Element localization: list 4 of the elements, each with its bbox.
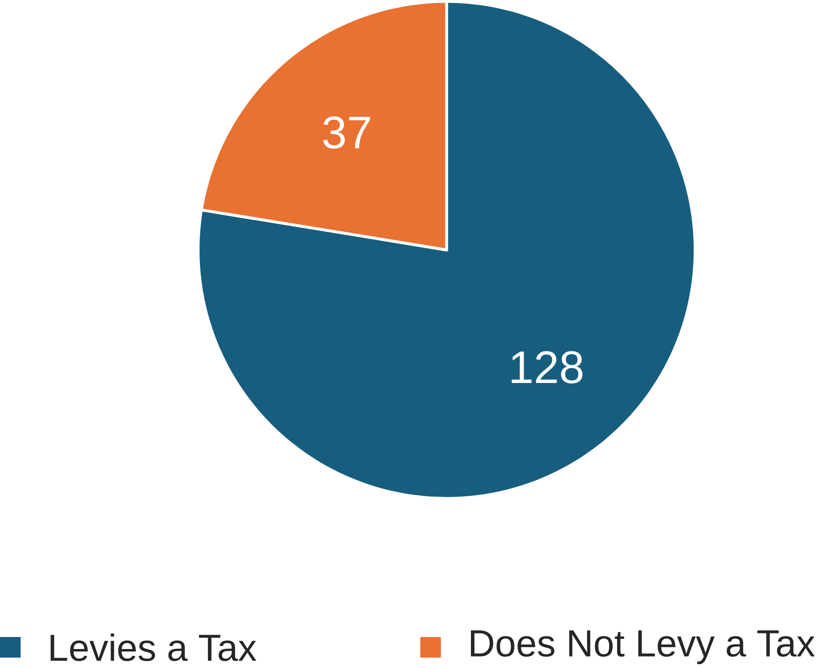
legend-label: Does Not Levy a Tax [470, 630, 815, 664]
data-label: 128 [512, 351, 582, 384]
data-label: 37 [323, 116, 370, 149]
legend-label: Levies a Tax [50, 633, 256, 662]
